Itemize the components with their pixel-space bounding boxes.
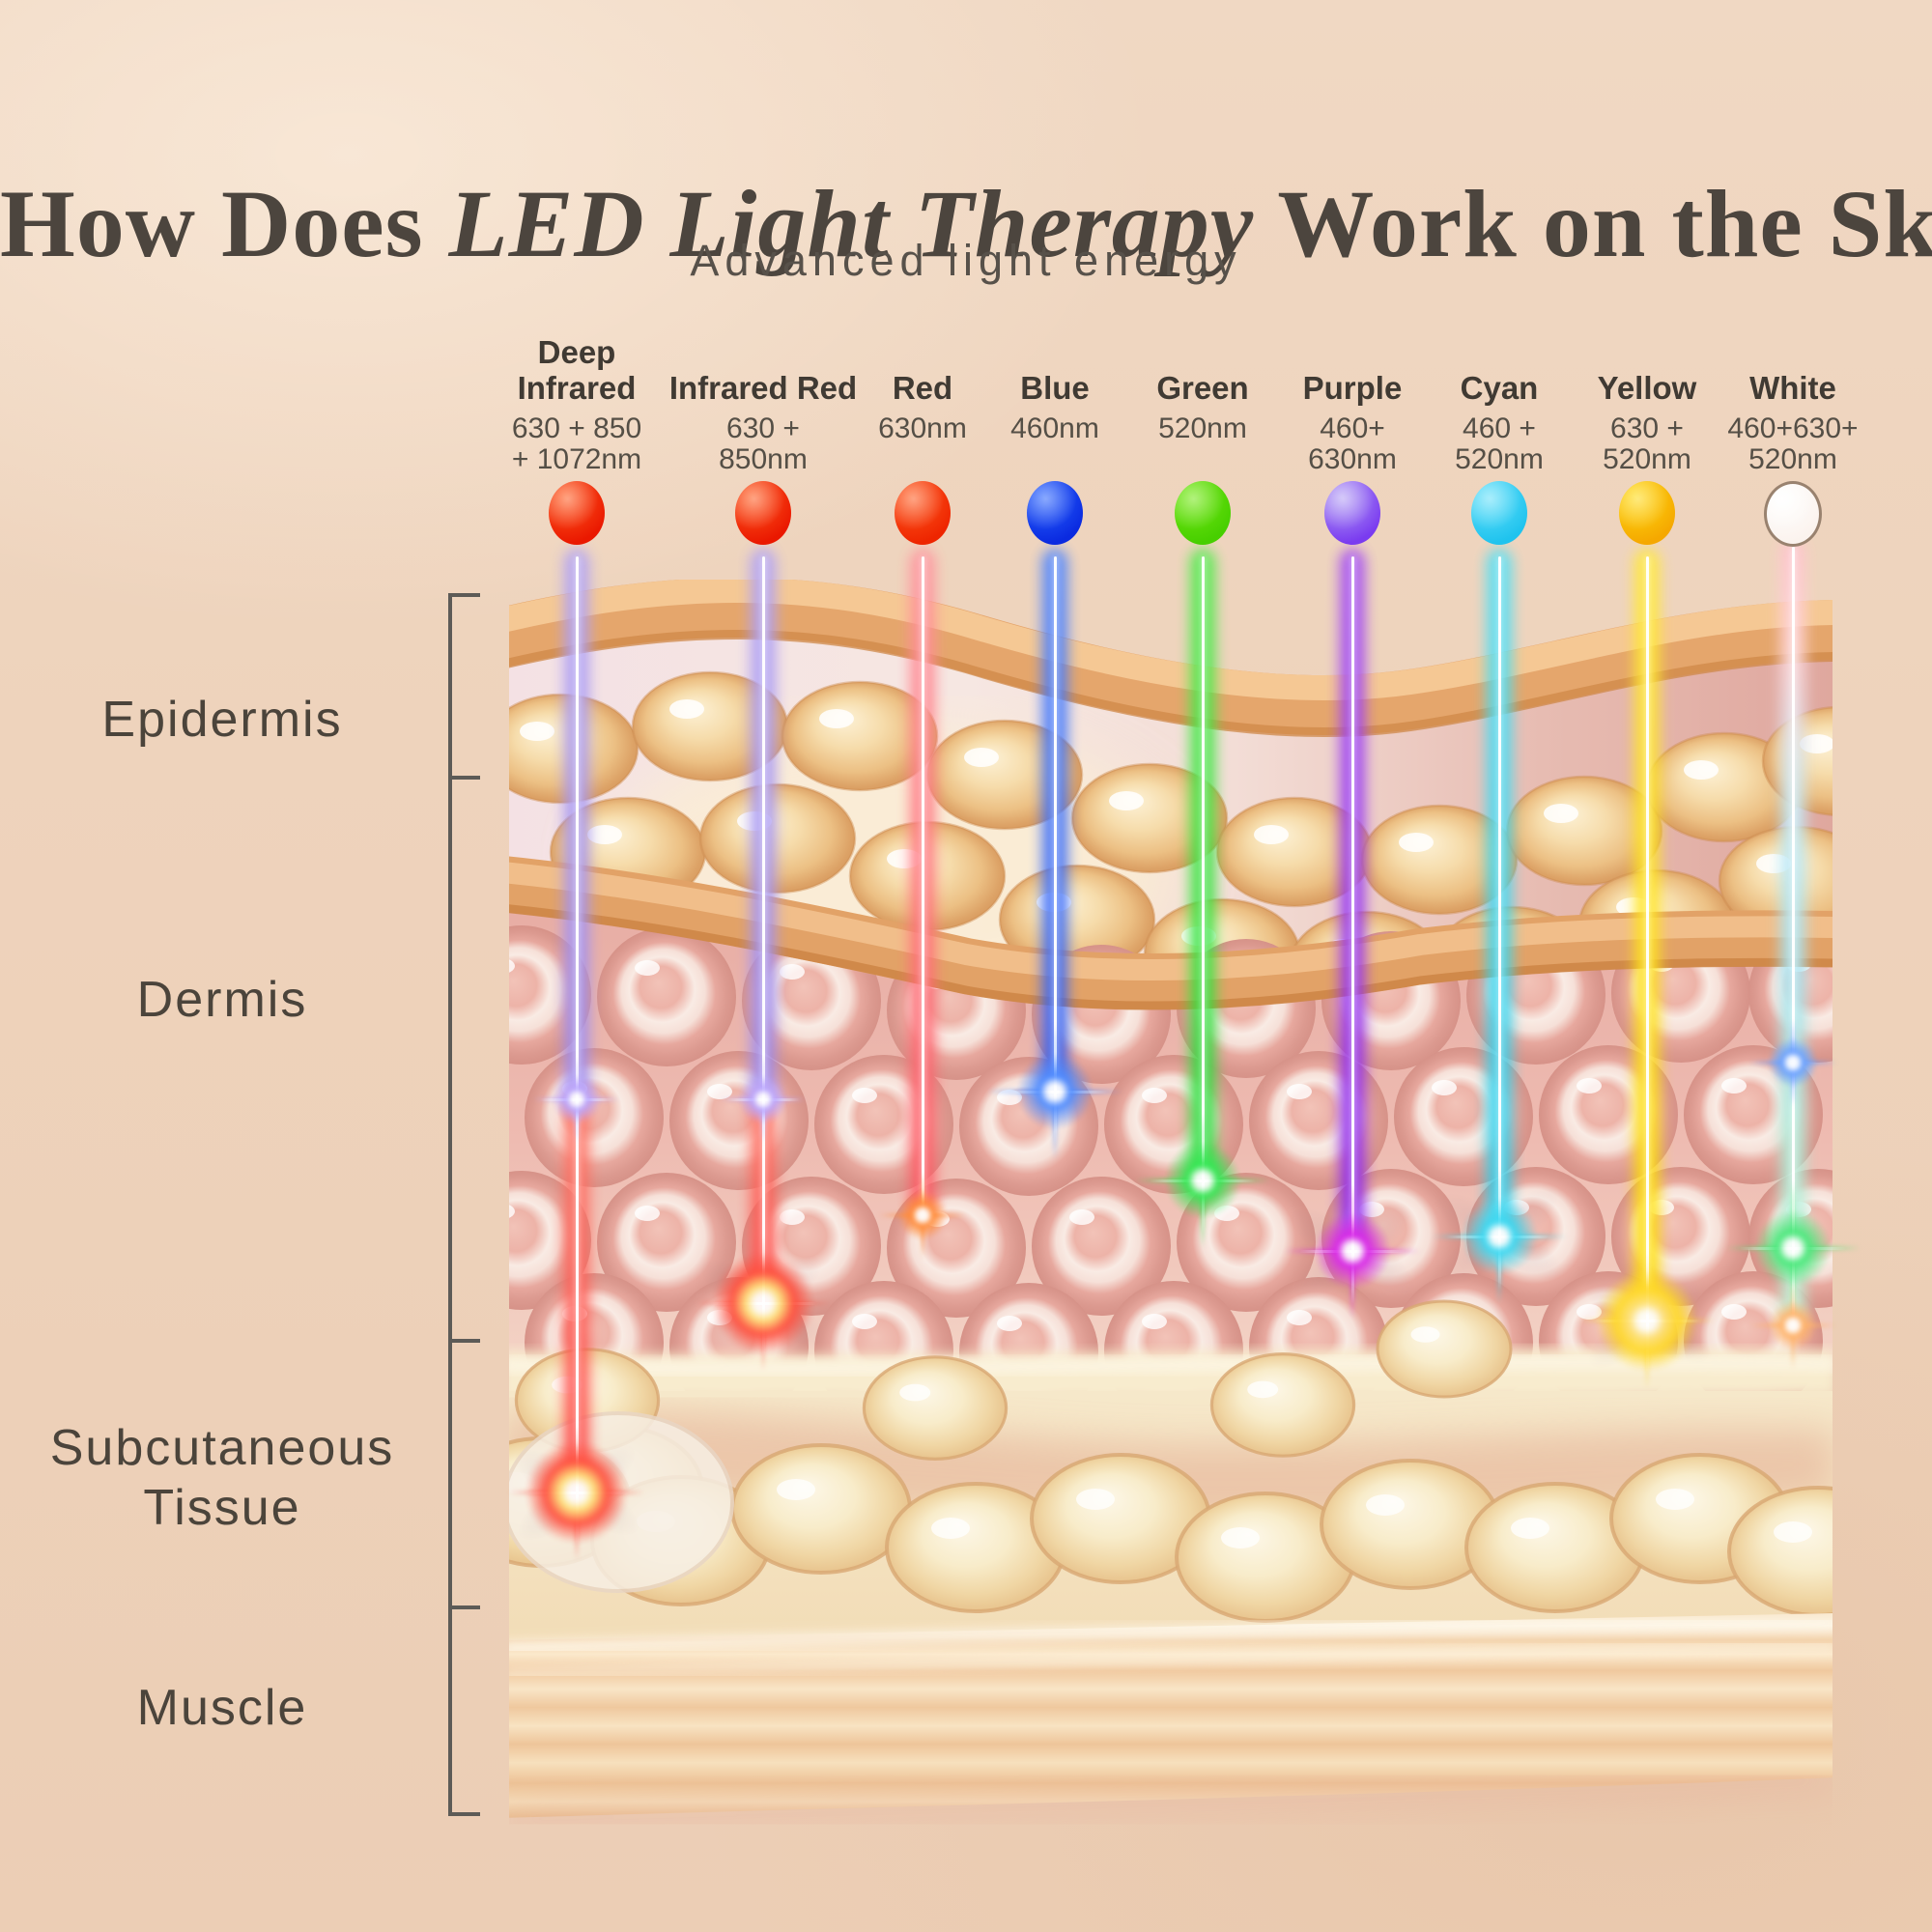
- infrared-red-beam-upper: [751, 549, 776, 1099]
- light-wavelength: 460+ 630nm: [1308, 412, 1397, 475]
- light-column-purple: Purple 460+ 630nm: [1256, 332, 1449, 545]
- deep-infrared-dot: [549, 481, 605, 545]
- deep-infrared-beam-upper: [564, 549, 589, 1099]
- title-emphasis: LED Light Therapy: [448, 170, 1255, 277]
- light-name: Red: [892, 370, 953, 406]
- red-beam: [910, 549, 935, 1215]
- infrared-red-dot: [735, 481, 791, 545]
- yellow-dot: [1619, 481, 1675, 545]
- title-suffix: Work on the Skin?: [1277, 170, 1932, 277]
- light-wavelength: 520nm: [1158, 412, 1247, 444]
- light-wavelength: 630 + 850 + 1072nm: [511, 412, 642, 475]
- light-wavelength: 630 +520nm: [1603, 412, 1691, 475]
- purple-dot: [1324, 481, 1380, 545]
- deep-infrared-beam-lower: [564, 1092, 589, 1492]
- title-prefix: How Does: [0, 170, 449, 277]
- light-column-white: White 460+630+ 520nm: [1696, 332, 1889, 547]
- light-column-blue: Blue 460nm: [958, 332, 1151, 545]
- light-wavelength: 630nm: [878, 412, 967, 444]
- light-column-infrared-red: Infrared Red 630 +850nm: [667, 332, 860, 545]
- infrared-red-beam-lower: [751, 1092, 776, 1303]
- layer-label-dermis: Dermis: [136, 972, 308, 1028]
- blue-dot: [1027, 481, 1083, 545]
- cyan-beam: [1487, 549, 1512, 1236]
- light-name: Purple: [1302, 370, 1403, 406]
- cyan-dot: [1471, 481, 1527, 545]
- layer-label-subcutaneous: Subcutaneous Tissue: [49, 1420, 395, 1536]
- light-wavelength: 630 +850nm: [719, 412, 808, 475]
- red-dot: [895, 481, 951, 545]
- yellow-beam: [1634, 549, 1660, 1321]
- white-beam: [1780, 539, 1805, 1325]
- light-column-cyan: Cyan 460 +520nm: [1403, 332, 1596, 545]
- light-wavelength: 460+630+ 520nm: [1727, 412, 1859, 475]
- light-column-green: Green 520nm: [1106, 332, 1299, 545]
- light-name: Yellow: [1597, 370, 1697, 406]
- subtitle: Advanced light energy: [690, 236, 1242, 285]
- light-column-deep-infrared: Deep Infrared 630 + 850 + 1072nm: [480, 332, 673, 545]
- light-name: Blue: [1020, 370, 1090, 406]
- page-title: How Does LED Light Therapy Work on the S…: [0, 173, 1932, 274]
- light-wavelength: 460nm: [1010, 412, 1099, 444]
- light-name: White: [1749, 370, 1836, 406]
- purple-beam: [1340, 549, 1365, 1251]
- white-dot: [1764, 481, 1822, 547]
- light-column-red: Red 630nm: [826, 332, 1019, 545]
- light-name: Cyan: [1460, 370, 1539, 406]
- blue-beam: [1042, 549, 1067, 1092]
- green-dot: [1175, 481, 1231, 545]
- light-column-yellow: Yellow 630 +520nm: [1550, 332, 1744, 545]
- green-beam: [1190, 549, 1215, 1180]
- layer-label-epidermis: Epidermis: [101, 692, 343, 748]
- light-wavelength: 460 +520nm: [1455, 412, 1544, 475]
- light-name: Infrared Red: [668, 370, 858, 406]
- layer-label-muscle: Muscle: [136, 1680, 308, 1736]
- light-name: Green: [1156, 370, 1249, 406]
- light-name: Deep Infrared: [517, 334, 637, 406]
